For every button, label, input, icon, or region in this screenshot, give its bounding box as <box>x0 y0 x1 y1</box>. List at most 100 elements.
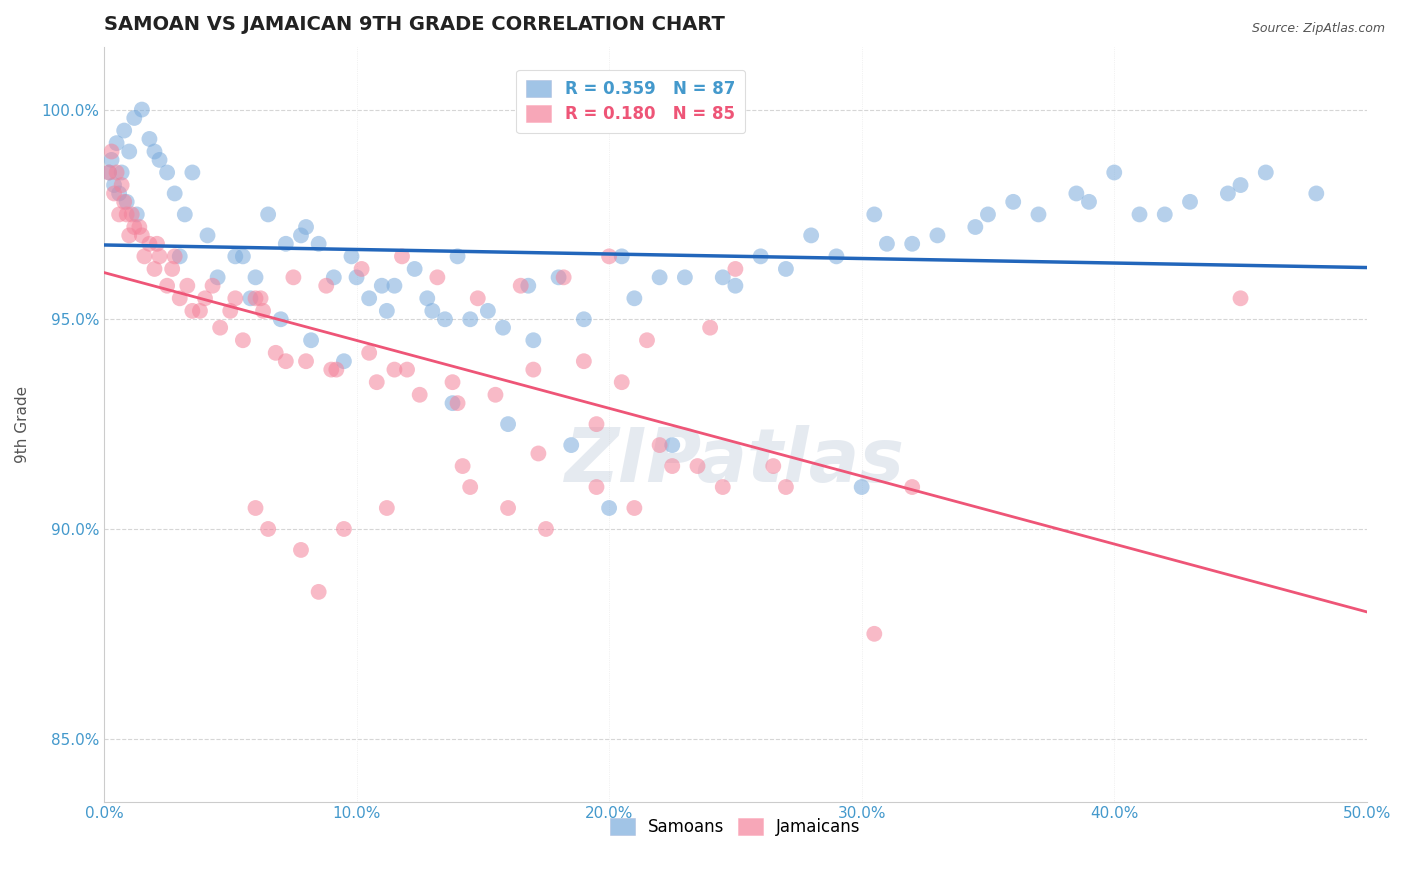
Point <box>553 270 575 285</box>
Point <box>391 249 413 263</box>
Point <box>124 219 146 234</box>
Point <box>441 375 464 389</box>
Point <box>527 446 550 460</box>
Point <box>156 278 179 293</box>
Point <box>333 522 356 536</box>
Point <box>143 145 166 159</box>
Point <box>420 304 443 318</box>
Point <box>492 320 515 334</box>
Point <box>572 312 595 326</box>
Point <box>224 249 246 263</box>
Point <box>98 165 121 179</box>
Point <box>188 304 211 318</box>
Point <box>100 145 122 159</box>
Point <box>775 262 797 277</box>
Point <box>547 270 569 285</box>
Point <box>711 480 734 494</box>
Point <box>111 178 134 192</box>
Point <box>239 291 262 305</box>
Point <box>598 249 620 263</box>
Point <box>517 278 540 293</box>
Point <box>426 270 449 285</box>
Point <box>484 388 506 402</box>
Point <box>585 417 607 431</box>
Point <box>572 354 595 368</box>
Point <box>477 304 499 318</box>
Point <box>446 396 468 410</box>
Point <box>901 236 924 251</box>
Y-axis label: 9th Grade: 9th Grade <box>15 385 30 463</box>
Point <box>661 438 683 452</box>
Point <box>534 522 557 536</box>
Point <box>299 333 322 347</box>
Point <box>1028 207 1050 221</box>
Point <box>496 417 519 431</box>
Point <box>232 249 254 263</box>
Point <box>103 186 125 201</box>
Point <box>825 249 848 263</box>
Point <box>384 362 406 376</box>
Text: ZIPatlas: ZIPatlas <box>565 425 905 499</box>
Point <box>308 585 330 599</box>
Point <box>441 396 464 410</box>
Point <box>112 123 135 137</box>
Point <box>359 291 381 305</box>
Point <box>686 458 709 473</box>
Point <box>1254 165 1277 179</box>
Point <box>105 165 128 179</box>
Point <box>375 304 398 318</box>
Point <box>661 458 683 473</box>
Point <box>321 362 343 376</box>
Point <box>197 228 219 243</box>
Point <box>1178 194 1201 209</box>
Point <box>446 249 468 263</box>
Point <box>965 219 987 234</box>
Point <box>128 219 150 234</box>
Point <box>496 501 519 516</box>
Point <box>245 291 267 305</box>
Legend: Samoans, Jamaicans: Samoans, Jamaicans <box>600 808 870 847</box>
Point <box>901 480 924 494</box>
Point <box>340 249 363 263</box>
Point <box>724 262 747 277</box>
Point <box>118 145 141 159</box>
Point <box>219 304 242 318</box>
Point <box>1066 186 1088 201</box>
Point <box>121 207 143 221</box>
Point <box>623 501 645 516</box>
Point <box>118 228 141 243</box>
Point <box>308 236 330 251</box>
Point <box>125 207 148 221</box>
Point <box>467 291 489 305</box>
Point <box>138 132 160 146</box>
Point <box>156 165 179 179</box>
Point <box>163 249 186 263</box>
Point <box>194 291 217 305</box>
Point <box>451 458 474 473</box>
Point <box>876 236 898 251</box>
Point <box>105 136 128 150</box>
Point <box>169 249 191 263</box>
Point <box>108 207 131 221</box>
Point <box>148 153 170 167</box>
Point <box>800 228 823 243</box>
Point <box>522 333 544 347</box>
Point <box>927 228 949 243</box>
Point <box>201 278 224 293</box>
Point <box>863 207 886 221</box>
Point <box>458 480 481 494</box>
Point <box>346 270 368 285</box>
Point <box>252 304 274 318</box>
Point <box>648 270 671 285</box>
Point <box>749 249 772 263</box>
Point <box>396 362 419 376</box>
Point <box>108 186 131 201</box>
Point <box>623 291 645 305</box>
Point <box>636 333 658 347</box>
Point <box>1216 186 1239 201</box>
Point <box>522 362 544 376</box>
Point <box>359 346 381 360</box>
Point <box>249 291 271 305</box>
Point <box>131 103 153 117</box>
Point <box>169 291 191 305</box>
